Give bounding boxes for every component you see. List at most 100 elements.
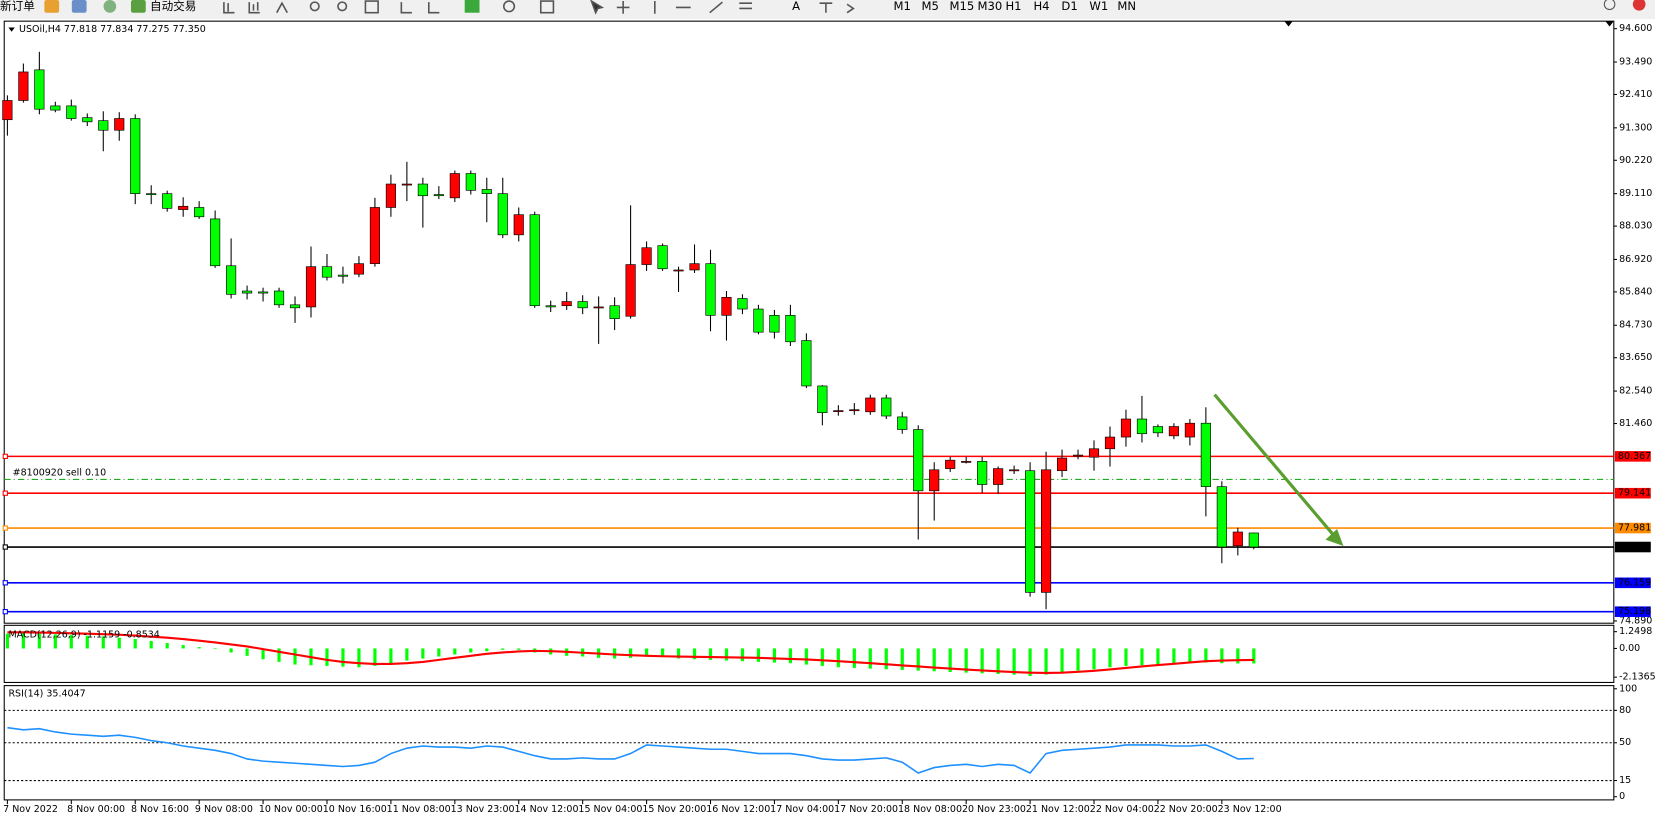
- timeframe-button[interactable]: H4: [1033, 0, 1049, 13]
- timeframe-button[interactable]: M5: [921, 0, 938, 13]
- level-price: 77.981: [1618, 523, 1651, 534]
- macd-bar: [373, 648, 377, 666]
- candle-body: [50, 105, 61, 111]
- macd-bar: [1060, 648, 1064, 673]
- macd-bar: [644, 648, 649, 657]
- timeframe-button[interactable]: H1: [1005, 0, 1021, 13]
- rsi-line: [7, 726, 1254, 774]
- macd-bar: [69, 635, 73, 649]
- level-handle: [2, 490, 8, 496]
- candle-body: [833, 410, 844, 412]
- arrow-head: [1325, 529, 1344, 546]
- macd-bar: [756, 648, 761, 662]
- icon[interactable]: [223, 2, 235, 14]
- candle-body: [657, 245, 668, 270]
- icon[interactable]: [309, 1, 320, 12]
- timeframe-button[interactable]: MN: [1117, 0, 1136, 13]
- new-order-button[interactable]: 新订单: [0, 0, 35, 13]
- macd-bar: [772, 648, 777, 663]
- candle-body: [417, 183, 428, 197]
- icon[interactable]: [428, 2, 440, 14]
- candle-body: [721, 296, 732, 316]
- icon[interactable]: [364, 0, 379, 14]
- candle-body: [625, 264, 636, 317]
- icon[interactable]: [819, 2, 855, 14]
- candle-body: [289, 304, 301, 309]
- icon[interactable]: [71, 0, 87, 13]
- macd-bar: [357, 648, 361, 668]
- timeframe-button[interactable]: M30: [977, 0, 1002, 13]
- arrow-shaft: [1213, 393, 1335, 536]
- timeframe-button[interactable]: D1: [1061, 0, 1077, 13]
- y-tick-label: -2.1365: [1619, 672, 1655, 683]
- shift-marker: [1284, 21, 1293, 27]
- icon[interactable]: [539, 0, 555, 14]
- icon[interactable]: [1603, 0, 1616, 11]
- icon[interactable]: [103, 0, 117, 13]
- candle-body: [513, 214, 524, 236]
- candle-body: [609, 305, 620, 319]
- candle-body: [178, 205, 189, 210]
- candle-body: [194, 207, 205, 218]
- y-tick-label: 92.410: [1619, 89, 1652, 100]
- timeframe-button[interactable]: M1: [894, 0, 911, 13]
- macd-bar: [293, 648, 297, 665]
- toolbar-bg: [0, 0, 1655, 20]
- timeframe-bar: M1 M5 M15 M30 H1 H4 D1 W1 MN: [894, 0, 1137, 13]
- icon[interactable]: [654, 1, 752, 14]
- y-tick-label: 80: [1619, 705, 1631, 716]
- x-tick-label: 23 Nov 12:00: [1218, 804, 1282, 815]
- icon[interactable]: [400, 2, 412, 14]
- candle-body: [673, 269, 684, 272]
- macd-bar: [964, 648, 968, 673]
- macd-bar: [213, 648, 217, 650]
- x-tick-label: 10 Nov 00:00: [259, 804, 323, 815]
- macd-bar: [932, 648, 936, 672]
- candle-body: [817, 385, 828, 414]
- candle-body: [369, 207, 380, 264]
- timeframe-button[interactable]: W1: [1089, 0, 1108, 13]
- macd-bar: [1236, 648, 1240, 664]
- menu-arrow[interactable]: [8, 27, 15, 32]
- icon[interactable]: [276, 1, 288, 14]
- candle-body: [66, 105, 77, 119]
- candle-body: [769, 315, 780, 333]
- macd-bar: [1044, 648, 1048, 675]
- macd-bar: [421, 648, 425, 659]
- candle-body: [146, 193, 157, 196]
- icon[interactable]: [337, 1, 348, 12]
- icon[interactable]: [464, 0, 480, 13]
- candle-body: [1041, 469, 1052, 593]
- candle-body: [273, 290, 285, 306]
- macd-bar: [1172, 648, 1176, 664]
- notification-icon[interactable]: [1632, 0, 1646, 11]
- icon[interactable]: [130, 0, 146, 13]
- text-tool[interactable]: A: [792, 0, 800, 13]
- macd-bar: [437, 648, 441, 657]
- y-tick-label: 93.490: [1619, 57, 1652, 68]
- level-handle: [2, 580, 8, 586]
- timeframe-button[interactable]: M15: [949, 0, 974, 13]
- level-handle: [2, 525, 8, 531]
- icon[interactable]: [502, 0, 516, 13]
- x-tick-label: 11 Nov 08:00: [387, 804, 451, 815]
- icon[interactable]: [590, 0, 605, 15]
- x-tick-label: 7 Nov 2022: [3, 804, 58, 815]
- auto-trading-button[interactable]: 自动交易: [150, 0, 196, 13]
- macd-bar: [1124, 648, 1128, 666]
- y-tick-label: 15: [1619, 775, 1631, 786]
- macd-bar: [117, 637, 121, 649]
- x-tick-label: 22 Nov 20:00: [1154, 804, 1218, 815]
- y-tick-label: 88.030: [1619, 221, 1652, 232]
- macd-bar: [485, 648, 489, 652]
- icon[interactable]: [248, 2, 260, 14]
- icon[interactable]: [616, 1, 630, 14]
- macd-bar: [229, 648, 233, 653]
- candle-body: [305, 266, 317, 308]
- rsi-label: RSI(14) 35.4047: [8, 689, 85, 700]
- icon[interactable]: [44, 0, 60, 13]
- macd-bar: [1220, 648, 1224, 664]
- candle-body: [385, 183, 396, 208]
- candle-body: [353, 263, 365, 275]
